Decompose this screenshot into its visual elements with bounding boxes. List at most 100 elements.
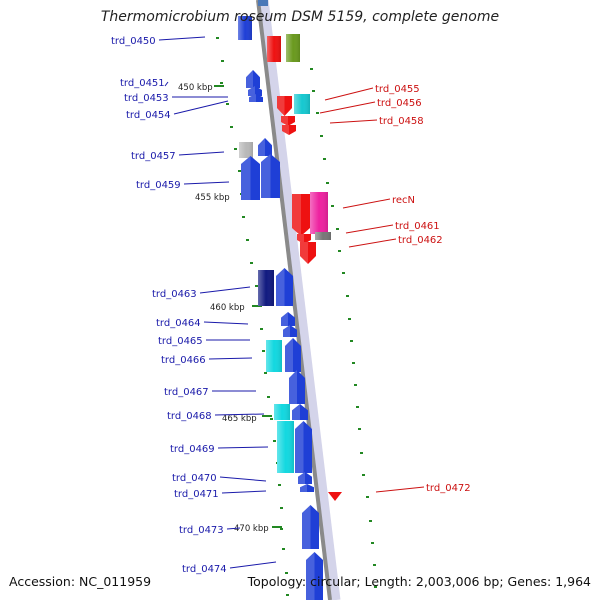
gene-trd_0463b[interactable] xyxy=(276,268,293,306)
scale-tick xyxy=(220,82,223,84)
scale-tick xyxy=(320,135,323,137)
scale-tick xyxy=(264,372,267,374)
gene-trd_0468b[interactable] xyxy=(292,404,308,420)
scale-tick xyxy=(310,68,313,70)
gene-top-red[interactable] xyxy=(267,36,281,62)
gene-trd_0473[interactable] xyxy=(302,505,319,549)
gene-label-trd_0465[interactable]: trd_0465 xyxy=(158,336,203,347)
gene-trd_0466[interactable] xyxy=(266,340,282,372)
gene-trd_0458[interactable] xyxy=(281,116,295,126)
gene-label-trd_0454[interactable]: trd_0454 xyxy=(126,110,171,121)
gene-shine xyxy=(261,154,271,198)
leader-line xyxy=(173,100,229,115)
gene-shine xyxy=(249,94,256,102)
leader-line xyxy=(229,561,277,569)
gene-trd_0457[interactable] xyxy=(239,142,253,158)
gene-label-trd_0469[interactable]: trd_0469 xyxy=(170,444,215,455)
scale-tick xyxy=(342,272,345,274)
scale-tick xyxy=(356,406,359,408)
genome-backbone xyxy=(256,0,332,600)
scale-tick xyxy=(255,285,258,287)
gene-trd_0472[interactable] xyxy=(328,492,342,501)
gene-trd_0462a[interactable] xyxy=(297,234,311,244)
gene-trd_0450[interactable] xyxy=(238,16,252,40)
leader-line xyxy=(324,87,374,101)
gene-trd_0460[interactable] xyxy=(292,194,310,236)
gene-label-trd_0453[interactable]: trd_0453 xyxy=(124,93,169,104)
gene-trd_0459a[interactable] xyxy=(258,138,272,156)
gene-shine xyxy=(241,156,251,200)
gene-label-trd_0455[interactable]: trd_0455 xyxy=(375,84,420,95)
gene-shine xyxy=(298,472,305,484)
gene-shine xyxy=(292,194,301,236)
gene-shine xyxy=(276,268,285,306)
gene-trd_0458b[interactable] xyxy=(282,125,296,135)
genome-summary-label: Topology: circular; Length: 2,003,006 bp… xyxy=(247,574,591,589)
gene-label-trd_0456[interactable]: trd_0456 xyxy=(377,98,422,109)
gene-recN[interactable] xyxy=(310,192,328,234)
gene-trd_0466b[interactable] xyxy=(285,338,301,372)
gene-label-trd_0474[interactable]: trd_0474 xyxy=(182,564,227,575)
gene-label-trd_0457[interactable]: trd_0457 xyxy=(131,151,176,162)
gene-trd_0451[interactable] xyxy=(246,70,260,88)
gene-trd_0464[interactable] xyxy=(281,312,295,326)
gene-label-trd_0451[interactable]: trd_0451 xyxy=(120,78,165,89)
gene-trd_0467[interactable] xyxy=(289,370,305,404)
scale-tick xyxy=(371,542,374,544)
gene-label-trd_0471[interactable]: trd_0471 xyxy=(174,489,219,500)
scale-tick xyxy=(369,520,372,522)
gene-trd_0465[interactable] xyxy=(283,325,297,337)
gene-label-trd_0459[interactable]: trd_0459 xyxy=(136,180,181,191)
gene-label-trd_0458[interactable]: trd_0458 xyxy=(379,116,424,127)
gene-trd_0456[interactable] xyxy=(294,94,310,114)
gene-trd_0470[interactable] xyxy=(298,472,312,484)
gene-trd_0471[interactable] xyxy=(300,484,314,492)
scale-tick xyxy=(285,572,288,574)
scale-tick xyxy=(354,384,357,386)
gene-label-trd_0466[interactable]: trd_0466 xyxy=(161,355,206,366)
gene-trd_0462[interactable] xyxy=(300,242,316,264)
gene-label-trd_0473[interactable]: trd_0473 xyxy=(179,525,224,536)
scale-tick xyxy=(331,205,334,207)
gene-label-trd_0462[interactable]: trd_0462 xyxy=(398,235,443,246)
gene-shine xyxy=(246,70,253,88)
gene-trd_0454[interactable] xyxy=(249,94,263,102)
gene-label-trd_0450[interactable]: trd_0450 xyxy=(111,36,156,47)
leader-line xyxy=(226,527,241,530)
gene-trd_0453[interactable] xyxy=(248,86,262,96)
scale-tick xyxy=(226,103,229,105)
scale-tick xyxy=(270,418,273,420)
scale-tick xyxy=(246,239,249,241)
leader-line xyxy=(208,357,253,360)
leader-line xyxy=(158,36,206,41)
gene-partial-top[interactable] xyxy=(258,0,268,6)
backbone-shadow xyxy=(259,0,341,600)
gene-shine xyxy=(306,552,315,600)
gene-label-trd_0467[interactable]: trd_0467 xyxy=(164,387,209,398)
scale-tick xyxy=(230,126,233,128)
gene-trd_0459[interactable] xyxy=(241,156,260,200)
gene-trd_0455[interactable] xyxy=(277,96,292,116)
gene-trd_0468[interactable] xyxy=(277,421,294,473)
gene-label-trd_0470[interactable]: trd_0470 xyxy=(172,473,217,484)
gene-trd_0459b[interactable] xyxy=(261,154,280,198)
gene-trd_0463[interactable] xyxy=(258,270,274,306)
gene-shine xyxy=(289,370,297,404)
scale-tick xyxy=(221,60,224,62)
gene-label-trd_0472[interactable]: trd_0472 xyxy=(426,483,471,494)
gene-trd_0468a[interactable] xyxy=(274,404,290,420)
scale-tick xyxy=(267,396,270,398)
gene-trd_0469[interactable] xyxy=(295,421,312,473)
gene-top-green[interactable] xyxy=(286,34,300,62)
gene-label-trd_0463[interactable]: trd_0463 xyxy=(152,289,197,300)
gene-trd_0474[interactable] xyxy=(306,552,323,600)
gene-shine xyxy=(285,338,293,372)
gene-label-recN[interactable]: recN xyxy=(392,195,415,206)
gene-label-trd_0468[interactable]: trd_0468 xyxy=(167,411,212,422)
gene-label-trd_0464[interactable]: trd_0464 xyxy=(156,318,201,329)
scale-tick xyxy=(262,350,265,352)
scale-tick xyxy=(234,148,237,150)
gene-label-trd_0461[interactable]: trd_0461 xyxy=(395,221,440,232)
gene-trd_0461[interactable] xyxy=(315,232,331,240)
